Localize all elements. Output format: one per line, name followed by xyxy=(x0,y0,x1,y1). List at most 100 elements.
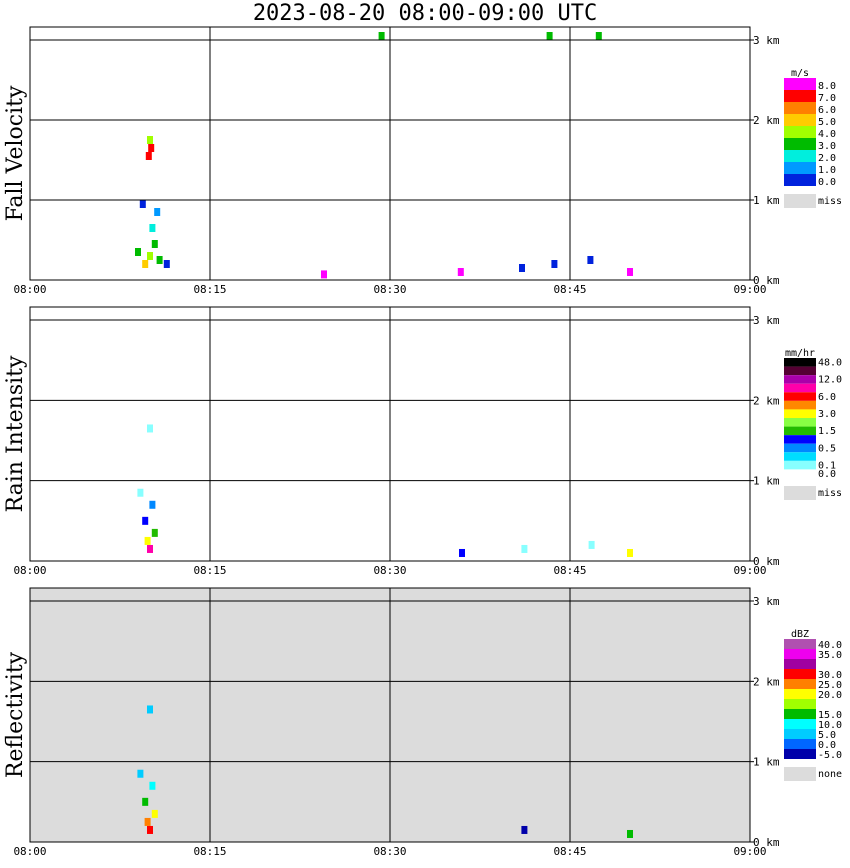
colorbar-label: 3.0 xyxy=(818,141,836,152)
colorbar-missing-swatch xyxy=(784,767,816,781)
plot-frame xyxy=(29,26,751,281)
time-tick-label: 08:15 xyxy=(193,845,226,858)
colorbar-label: 5.0 xyxy=(818,730,836,741)
time-tick-label: 09:00 xyxy=(733,283,766,296)
data-cell xyxy=(156,256,163,264)
data-cell xyxy=(588,540,595,549)
data-cell xyxy=(457,268,464,276)
data-cell xyxy=(595,32,602,40)
time-tick-label: 08:00 xyxy=(13,283,46,296)
colorbar-label: 12.0 xyxy=(818,375,842,386)
data-cell xyxy=(154,208,161,216)
colorbar-missing-label: miss xyxy=(818,488,842,499)
colorbar-swatch xyxy=(784,729,816,739)
height-tick-label: 2 km xyxy=(753,114,780,127)
colorbar-swatch xyxy=(784,639,816,649)
colorbar-swatch xyxy=(784,114,816,126)
data-cell xyxy=(627,829,633,838)
height-tick-label: 3 km xyxy=(753,34,780,47)
data-cell xyxy=(551,260,558,268)
colorbar-label: 25.0 xyxy=(818,680,842,691)
colorbar-swatch xyxy=(784,659,816,669)
data-cell xyxy=(137,488,144,497)
colorbar-swatch xyxy=(784,679,816,689)
data-cell xyxy=(147,544,153,553)
data-cell xyxy=(142,797,149,806)
colorbar-label: -5.0 xyxy=(818,750,842,761)
colorbar-label: 6.0 xyxy=(818,105,836,116)
data-cell xyxy=(147,136,153,144)
colorbar-swatch xyxy=(784,400,816,410)
colorbar-swatch xyxy=(784,426,816,436)
colorbar-label: 0.0 xyxy=(818,740,836,751)
data-cell xyxy=(142,260,149,268)
colorbar-swatch xyxy=(784,739,816,749)
data-cell xyxy=(149,500,156,509)
colorbar-unit: m/s xyxy=(791,68,809,79)
data-cell xyxy=(148,144,155,152)
chart-title: 2023-08-20 08:00-09:00 UTC xyxy=(252,1,598,26)
colorbar-label: 35.0 xyxy=(818,650,842,661)
data-cell xyxy=(378,32,385,40)
colorbar-label: 40.0 xyxy=(818,640,842,651)
colorbar-label: 30.0 xyxy=(818,670,842,681)
height-tick-label: 2 km xyxy=(753,675,780,688)
colorbar-swatch xyxy=(784,358,816,367)
data-cell xyxy=(321,270,327,279)
colorbar-swatch xyxy=(784,102,816,114)
colorbar-swatch xyxy=(784,699,816,709)
time-tick-label: 08:15 xyxy=(193,283,226,296)
colorbar-swatch xyxy=(784,375,816,384)
colorbar-swatch xyxy=(784,90,816,102)
data-cell xyxy=(147,424,153,433)
colorbar-label: 0.0 xyxy=(818,469,836,480)
colorbar-unit: dBZ xyxy=(791,629,809,640)
time-tick-label: 09:00 xyxy=(733,845,766,858)
colorbar-label: 2.0 xyxy=(818,153,836,164)
colorbar-missing-label: none xyxy=(818,769,842,780)
colorbar-swatch xyxy=(784,435,816,444)
colorbar-swatch xyxy=(784,162,816,174)
time-tick-label: 09:00 xyxy=(733,564,766,577)
colorbar-unit: mm/hr xyxy=(785,348,815,359)
colorbar-swatch xyxy=(784,78,816,90)
colorbar-swatch xyxy=(784,418,816,427)
data-cell xyxy=(142,516,149,525)
height-tick-label: 0 km xyxy=(753,836,780,849)
time-tick-label: 08:15 xyxy=(193,564,226,577)
time-tick-label: 08:00 xyxy=(13,845,46,858)
data-cell xyxy=(627,268,633,276)
colorbar-missing-swatch xyxy=(784,486,816,500)
data-cell xyxy=(627,548,633,557)
colorbar-label: 10.0 xyxy=(818,720,842,731)
height-tick-label: 1 km xyxy=(753,194,780,207)
colorbar-swatch xyxy=(784,409,816,418)
data-cell xyxy=(149,224,156,232)
data-cell xyxy=(151,809,158,818)
height-tick-label: 1 km xyxy=(753,756,780,769)
colorbar-swatch xyxy=(784,383,816,393)
data-cell xyxy=(144,817,151,826)
colorbar-swatch xyxy=(784,443,816,453)
colorbar-swatch xyxy=(784,460,816,470)
colorbar-swatch xyxy=(784,749,816,759)
colorbar-swatch xyxy=(784,138,816,150)
data-cell xyxy=(135,248,141,256)
data-cell xyxy=(163,260,170,268)
colorbar-swatch xyxy=(784,669,816,679)
colorbar-label: 0.0 xyxy=(818,177,836,188)
data-cell xyxy=(147,705,153,714)
colorbar-swatch xyxy=(784,689,816,699)
height-tick-label: 3 km xyxy=(753,595,780,608)
colorbar-label: 1.0 xyxy=(818,165,836,176)
colorbar-label: 5.0 xyxy=(818,117,836,128)
colorbar-label: 0.5 xyxy=(818,443,836,454)
colorbar-swatch xyxy=(784,649,816,659)
colorbar-swatch xyxy=(784,366,816,376)
data-cell xyxy=(459,548,465,557)
time-tick-label: 08:00 xyxy=(13,564,46,577)
colorbar-label: 1.5 xyxy=(818,426,836,437)
colorbar-label: 48.0 xyxy=(818,358,842,369)
data-cell xyxy=(151,528,158,537)
